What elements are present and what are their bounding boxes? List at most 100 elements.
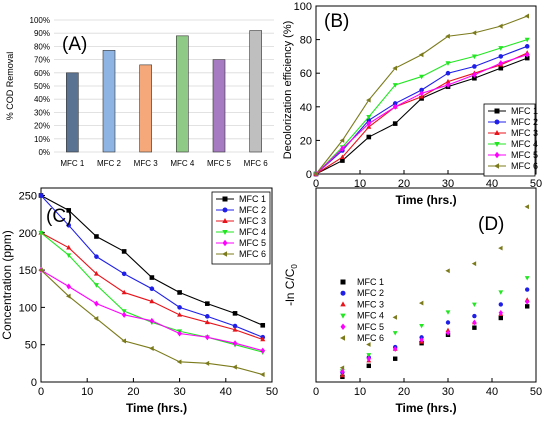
legend-marker [340,279,346,285]
y-tick-label: 60% [34,69,50,78]
x-tick-label: 50 [530,386,542,398]
data-point [121,311,127,318]
data-point [366,342,371,347]
data-point [205,334,210,341]
data-point [339,372,345,378]
data-point [340,145,345,152]
legend-label: MFC 5 [511,150,538,160]
data-point [524,13,530,19]
data-point [149,345,154,351]
data-point [366,355,371,362]
y-axis-label: Concentration (ppm) [0,230,14,339]
data-point [498,23,503,29]
legend-marker [222,239,228,247]
panel-label: (A) [62,34,87,55]
data-point [498,245,503,251]
data-point [366,134,372,140]
panel-label: (C) [46,206,72,227]
x-tick-label: 20 [398,386,410,398]
legend-label: MFC 1 [511,106,538,116]
data-point [393,346,398,352]
data-point [177,330,182,337]
data-point [205,301,210,306]
data-point [149,286,155,292]
bar [102,50,116,153]
legend-marker [222,230,228,235]
legend-label: MFC 4 [239,227,266,237]
data-point [66,208,72,213]
data-point [66,244,72,250]
data-point [149,275,155,280]
x-tick-label: 50 [266,386,278,398]
data-point [524,37,530,43]
data-point [339,365,345,371]
legend-label: MFC 2 [357,288,384,298]
data-point [204,360,210,366]
data-point [149,317,155,324]
legend-marker [340,335,345,341]
legend-marker [222,251,227,257]
x-tick-label: 20 [398,178,410,190]
data-point [525,298,530,305]
legend-marker [494,142,500,147]
data-point [392,331,398,336]
x-axis-label: Time (hrs.) [395,401,456,415]
bar [212,59,226,153]
data-point [66,283,72,290]
data-point [93,283,99,288]
legend-label: MFC 3 [511,128,538,138]
x-tick-label: MFC 3 [134,159,159,168]
data-point [498,302,503,307]
x-axis-label: Time (hrs.) [126,401,187,415]
series-line [40,269,263,352]
panel-label: (B) [324,11,349,32]
legend-label: MFC 1 [239,194,266,204]
panel-c: 0 10 20 30 40 50 0 50 100 150 200 250 Time (hrs.) MFC… [0,187,278,415]
y-tick-label: 100 [294,1,312,13]
y-tick-label: 10% [34,135,50,144]
data-point [177,305,182,310]
data-point [445,61,451,66]
data-point [445,329,451,336]
data-point [445,78,451,84]
x-tick-label: 0 [38,386,44,398]
data-point [471,261,477,267]
plot-frame [315,5,537,175]
data-point [366,117,372,123]
data-point [392,83,398,88]
y-tick-label: 40 [300,102,312,114]
y-tick-label: 20% [34,122,50,131]
data-point [392,121,398,126]
legend-label: MFC 3 [357,299,384,309]
data-point [366,120,372,127]
legend-label: MFC 6 [357,333,384,343]
x-tick-label: 30 [442,178,454,190]
data-point [205,314,210,319]
legend-label: MFC 2 [511,117,538,127]
bar [66,72,79,153]
data-point [445,33,450,39]
y-tick-label: 60 [300,68,312,80]
legend-marker [494,108,500,114]
data-point [121,249,127,254]
data-point [445,81,451,88]
x-tick-label: 50 [530,178,542,190]
legend-label: MFC 4 [511,139,538,149]
y-axis-label-sub: 0 [290,264,299,269]
legend-label: MFC 5 [239,238,266,248]
data-point [38,193,44,198]
legend-marker [340,323,346,331]
x-tick-label: 10 [81,386,93,398]
y-tick-label: 80% [34,42,50,51]
y-axis-label: Decolorization efficiency (%) [282,21,294,160]
data-point [339,154,345,160]
data-point [65,293,71,299]
data-point [419,337,424,343]
data-point [392,103,398,110]
x-axis-label: Time (hrs.) [395,193,456,207]
data-point [419,74,425,80]
x-tick-label: MFC 5 [207,159,232,168]
